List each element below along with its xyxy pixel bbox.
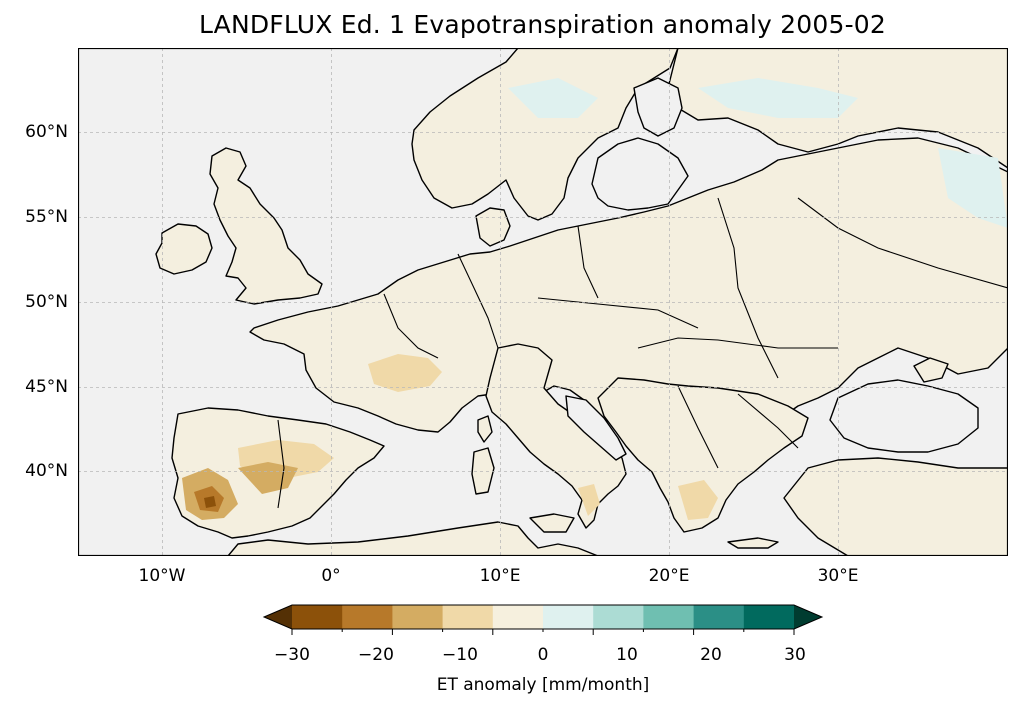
lon-tick-10E: 10°E: [479, 566, 521, 586]
map-title: LANDFLUX Ed. 1 Evapotranspiration anomal…: [198, 10, 887, 39]
lon-tick-20E: 20°E: [648, 566, 690, 586]
colorbar-segment: [543, 605, 594, 629]
anomaly-patches: [182, 78, 1008, 520]
scandinavia: [411, 47, 679, 221]
lat-tick-55N: 55°N: [25, 207, 68, 227]
baltic-sea: [591, 137, 689, 211]
great-britain: [209, 147, 323, 305]
lat-tick-45N: 45°N: [25, 377, 68, 397]
colorbar-tick: 30: [784, 645, 806, 665]
colorbar-extend-max: [794, 605, 822, 629]
colorbar-label: ET anomaly [mm/month]: [436, 675, 650, 695]
map-frame: [77, 47, 1009, 557]
sardinia: [471, 447, 495, 495]
continental-europe: [249, 137, 1009, 469]
colorbar-segment: [743, 605, 795, 629]
denmark: [475, 207, 511, 247]
colorbar-tick: −10: [442, 645, 478, 665]
colorbar-segment: [442, 605, 494, 629]
colorbar-segment: [392, 605, 444, 629]
lat-tick-50N: 50°N: [25, 292, 68, 312]
balkans: [597, 377, 809, 533]
colorbar-tick: 0: [537, 645, 549, 665]
crimea: [913, 357, 949, 383]
colorbar-segment: [342, 605, 393, 629]
colorbar-tick: 20: [700, 645, 722, 665]
adriatic-sea: [565, 395, 627, 461]
colorbar-segment: [492, 605, 544, 629]
colorbar-tick: 10: [616, 645, 638, 665]
country-borders: [277, 197, 1009, 509]
lon-tick-10W: 10°W: [138, 566, 186, 586]
gulf-of-bothnia: [633, 77, 683, 137]
map-plot-area: [77, 47, 1009, 557]
colorbar-segment: [643, 605, 695, 629]
lat-tick-40N: 40°N: [25, 461, 68, 481]
lat-tick-60N: 60°N: [25, 122, 68, 142]
lon-tick-30E: 30°E: [817, 566, 859, 586]
gridlines: [78, 48, 1008, 556]
north-africa: [227, 521, 599, 557]
colorbar-segment: [593, 605, 644, 629]
inland-seas: [565, 77, 979, 461]
sicily: [529, 513, 575, 533]
lon-tick-0: 0°: [321, 566, 341, 586]
crete: [727, 537, 779, 549]
ireland: [155, 223, 213, 275]
colorbar-extend-min: [264, 605, 292, 629]
corsica: [477, 415, 493, 443]
colorbar-segment: [292, 605, 343, 629]
colorbar: [262, 601, 824, 641]
colorbar-tick: −20: [358, 645, 394, 665]
black-sea: [829, 379, 979, 453]
colorbar-segment: [693, 605, 745, 629]
colorbar-tick: −30: [274, 645, 310, 665]
